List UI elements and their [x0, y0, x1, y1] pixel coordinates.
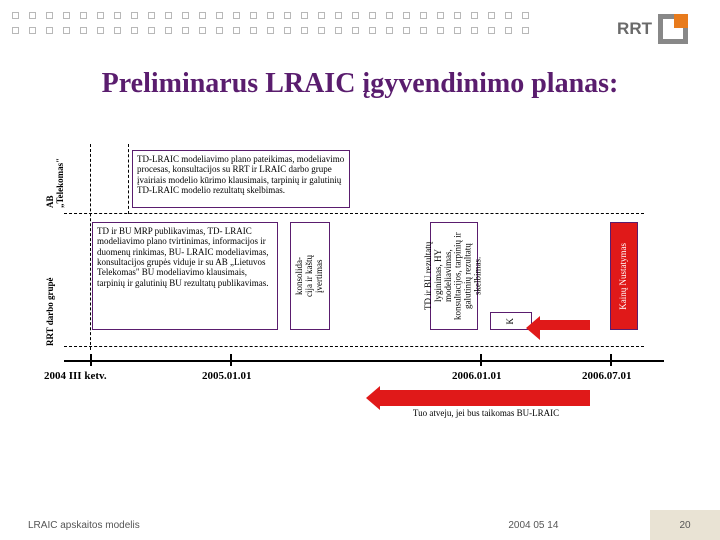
- footer-model-name: LRAIC apskaitos modelis: [0, 510, 417, 540]
- dash-line: [64, 213, 644, 214]
- rrt-logo: RRT: [617, 14, 688, 44]
- axis-label: 2006.01.01: [452, 370, 502, 382]
- bu-lraic-arrow-caption: Tuo atveju, jei bus taikomas BU-LRAIC: [376, 408, 596, 418]
- decorative-dot-grid: [12, 12, 552, 50]
- vbox-kons-kast: konsolida- cija ir kaštų įvertimas: [290, 222, 330, 330]
- dash-line: [64, 346, 644, 347]
- box-td-model: TD-LRAIC modeliavimo plano pateikimas, m…: [132, 150, 350, 208]
- bu-lraic-arrow: [380, 390, 590, 406]
- axis-tick: [230, 354, 232, 366]
- redbox-kainu: Kainų Nustatymas: [610, 222, 638, 330]
- small-red-arrow: [540, 320, 590, 330]
- dash-vline: [90, 144, 91, 350]
- footer-page-number: 20: [650, 510, 720, 540]
- axis-label: 2006.07.01: [582, 370, 632, 382]
- logo-text: RRT: [617, 19, 652, 39]
- gantt-diagram: AB „Telekomas"RRT darbo grupėTD-LRAIC mo…: [50, 150, 670, 450]
- logo-box-icon: [658, 14, 688, 44]
- time-axis: [64, 360, 664, 362]
- axis-label: 2005.01.01: [202, 370, 252, 382]
- dash-vline: [128, 144, 129, 214]
- row-label: RRT darbo grupė: [46, 216, 56, 346]
- slide-header: RRT: [0, 0, 720, 60]
- row-label: AB „Telekomas": [46, 150, 66, 208]
- slide-footer: LRAIC apskaitos modelis 2004 05 14 20: [0, 510, 720, 540]
- axis-tick: [480, 354, 482, 366]
- axis-label: 2004 III ketv.: [44, 370, 107, 382]
- axis-tick: [610, 354, 612, 366]
- vbox-td-bu-rez: TD ir BU rezultatų lyginimas, HY modelia…: [430, 222, 478, 330]
- footer-date: 2004 05 14: [417, 510, 650, 540]
- box-td-bu: TD ir BU MRP publikavimas, TD- LRAIC mod…: [92, 222, 278, 330]
- axis-tick: [90, 354, 92, 366]
- slide-title: Preliminarus LRAIC įgyvendinimo planas:: [0, 68, 720, 100]
